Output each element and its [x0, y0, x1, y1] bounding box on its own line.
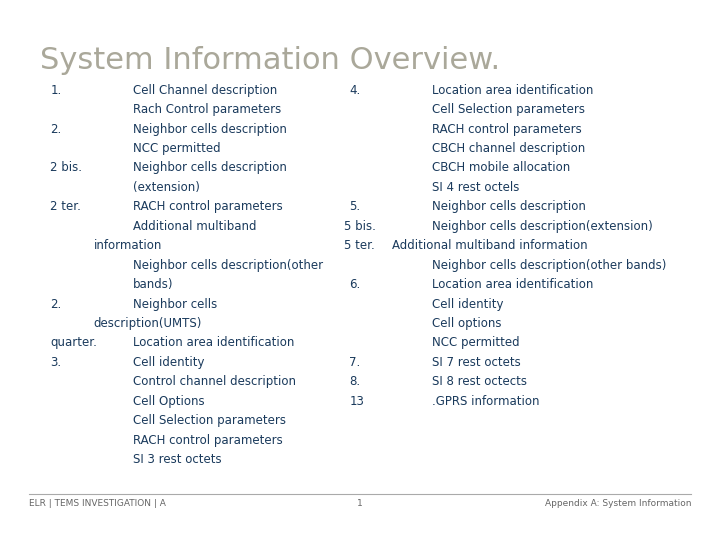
Text: 5 bis.: 5 bis.	[344, 220, 376, 233]
Text: 5.: 5.	[349, 200, 360, 213]
Text: Cell options: Cell options	[432, 317, 502, 330]
Text: 3.: 3.	[50, 356, 61, 369]
Text: Neighbor cells: Neighbor cells	[133, 298, 217, 310]
Text: CBCH channel description: CBCH channel description	[432, 142, 585, 155]
Text: RACH control parameters: RACH control parameters	[133, 200, 283, 213]
Text: SI 4 rest octels: SI 4 rest octels	[432, 181, 519, 194]
Text: Cell identity: Cell identity	[432, 298, 503, 310]
Text: ELR | TEMS INVESTIGATION | A: ELR | TEMS INVESTIGATION | A	[29, 500, 166, 509]
Text: RACH control parameters: RACH control parameters	[432, 123, 582, 136]
Text: Cell Channel description: Cell Channel description	[133, 84, 277, 97]
Text: Appendix A: System Information: Appendix A: System Information	[545, 500, 691, 509]
Text: Additional multiband: Additional multiband	[133, 220, 257, 233]
Text: Control channel description: Control channel description	[133, 375, 296, 388]
Text: 6.: 6.	[349, 278, 361, 291]
Text: 2.: 2.	[50, 298, 62, 310]
Text: information: information	[94, 239, 162, 252]
Text: Rach Control parameters: Rach Control parameters	[133, 103, 282, 116]
Text: SI 7 rest octets: SI 7 rest octets	[432, 356, 521, 369]
Text: (extension): (extension)	[133, 181, 200, 194]
Text: Location area identification: Location area identification	[432, 84, 593, 97]
Text: SI 8 rest octects: SI 8 rest octects	[432, 375, 527, 388]
Text: Additional multiband information: Additional multiband information	[392, 239, 588, 252]
Text: Cell Selection parameters: Cell Selection parameters	[133, 414, 287, 427]
Text: Cell identity: Cell identity	[133, 356, 204, 369]
Text: Cell Options: Cell Options	[133, 395, 204, 408]
Text: 13: 13	[349, 395, 364, 408]
Text: 1.: 1.	[50, 84, 62, 97]
Text: .GPRS information: .GPRS information	[432, 395, 539, 408]
Text: bands): bands)	[133, 278, 174, 291]
Text: 2.: 2.	[50, 123, 62, 136]
Text: Neighbor cells description: Neighbor cells description	[432, 200, 586, 213]
Text: Location area identification: Location area identification	[133, 336, 294, 349]
Text: description(UMTS): description(UMTS)	[94, 317, 202, 330]
Text: Neighbor cells description: Neighbor cells description	[133, 123, 287, 136]
Text: RACH control parameters: RACH control parameters	[133, 434, 283, 447]
Text: 7.: 7.	[349, 356, 361, 369]
Text: 2 ter.: 2 ter.	[50, 200, 81, 213]
Text: 1: 1	[357, 500, 363, 509]
Text: Neighbor cells description: Neighbor cells description	[133, 161, 287, 174]
Text: 8.: 8.	[349, 375, 360, 388]
Text: 2 bis.: 2 bis.	[50, 161, 82, 174]
Text: CBCH mobile allocation: CBCH mobile allocation	[432, 161, 570, 174]
Text: quarter.: quarter.	[50, 336, 97, 349]
Text: Neighbor cells description(other: Neighbor cells description(other	[133, 259, 323, 272]
Text: NCC permitted: NCC permitted	[432, 336, 520, 349]
Text: Neighbor cells description(extension): Neighbor cells description(extension)	[432, 220, 653, 233]
Text: SI 3 rest octets: SI 3 rest octets	[133, 453, 222, 466]
Text: NCC permitted: NCC permitted	[133, 142, 221, 155]
Text: 4.: 4.	[349, 84, 361, 97]
Text: Neighbor cells description(other bands): Neighbor cells description(other bands)	[432, 259, 667, 272]
Text: Location area identification: Location area identification	[432, 278, 593, 291]
Text: 5 ter.: 5 ter.	[344, 239, 375, 252]
Text: System Information Overview.: System Information Overview.	[40, 46, 500, 75]
Text: Cell Selection parameters: Cell Selection parameters	[432, 103, 585, 116]
